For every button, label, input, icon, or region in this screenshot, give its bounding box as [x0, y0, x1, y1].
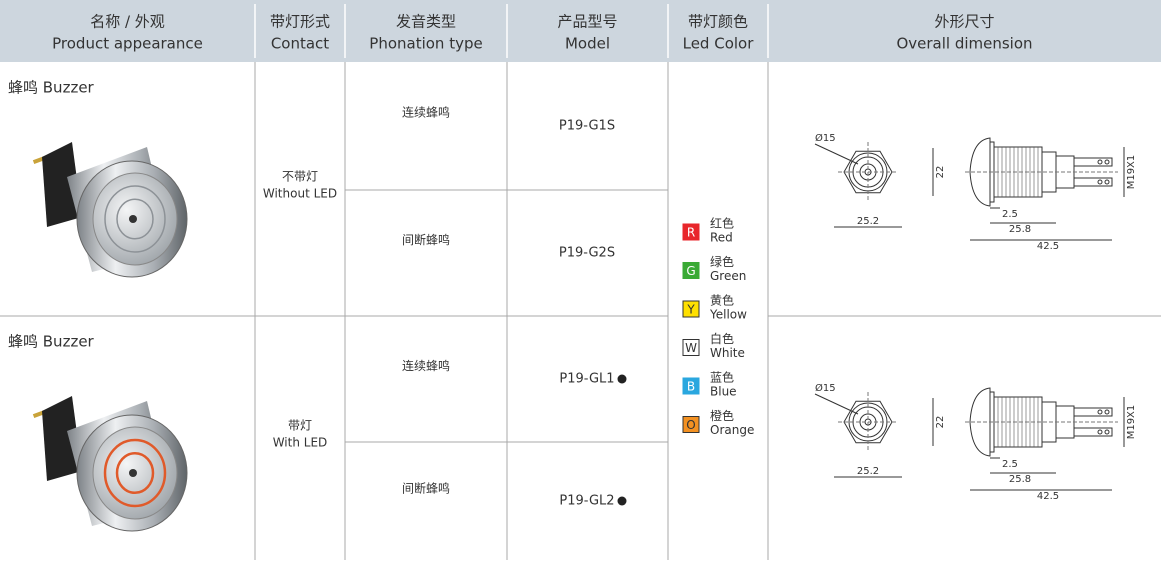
- dim-label: Ø15: [815, 382, 836, 394]
- dim-label: 25.2: [857, 216, 879, 227]
- contact-cn: 不带灯: [282, 170, 318, 184]
- header-en: Model: [565, 35, 610, 53]
- model: P19-G1S: [559, 119, 615, 134]
- dimension-drawing: [814, 387, 1125, 491]
- color-en: Green: [710, 269, 746, 283]
- color-swatch: [682, 262, 700, 279]
- hole: [1097, 179, 1103, 185]
- color-en: Orange: [710, 423, 754, 437]
- phonation: 连续蜂鸣: [402, 358, 450, 373]
- color-cn: 绿色: [710, 254, 734, 269]
- ring: [116, 198, 154, 240]
- color-code: G: [686, 264, 695, 278]
- dim-label: M19X1: [1126, 405, 1137, 440]
- header-en: Contact: [271, 35, 329, 53]
- dim-label: Ø15: [815, 132, 836, 144]
- dim-label: M19X1: [1126, 155, 1137, 190]
- leader: [814, 143, 859, 165]
- dim-label: 25.8: [1009, 224, 1031, 235]
- terminal: [1073, 427, 1113, 437]
- phonation: 连续蜂鸣: [402, 105, 450, 120]
- hole: [1097, 409, 1103, 415]
- header-cn: 名称 / 外观: [90, 13, 165, 31]
- color-code: R: [687, 226, 695, 240]
- header-cn: 外形尺寸: [934, 13, 994, 31]
- hole: [129, 215, 137, 223]
- ring: [104, 185, 166, 253]
- dim-label: 25.2: [857, 466, 879, 477]
- color-cn: 黄色: [710, 294, 734, 308]
- header-cn: 产品型号: [557, 13, 617, 31]
- product-image: [32, 142, 188, 278]
- terminal: [1073, 177, 1113, 187]
- header-en: Overall dimension: [896, 35, 1032, 53]
- contact-en: Without LED: [263, 187, 337, 201]
- header-cn: 带灯颜色: [688, 13, 748, 31]
- color-swatch: [682, 300, 700, 318]
- color-swatch: [682, 223, 700, 241]
- head: [969, 137, 991, 207]
- hole: [1104, 159, 1110, 165]
- contact-cn: 带灯: [288, 419, 312, 433]
- color-swatch: [682, 416, 700, 433]
- header-en: Phonation type: [369, 35, 482, 53]
- header-band: [0, 0, 1161, 62]
- model: P19-G2S: [559, 246, 615, 261]
- model: P19-GL2: [559, 494, 614, 509]
- hole: [129, 469, 137, 477]
- product-name: 蜂鸣 Buzzer: [8, 79, 95, 97]
- base: [42, 142, 82, 227]
- color-code: O: [686, 418, 695, 432]
- hole: [1104, 429, 1110, 435]
- product-image: [32, 396, 188, 532]
- header-en: Product appearance: [52, 35, 203, 53]
- product-name: 蜂鸣 Buzzer: [8, 333, 95, 351]
- color-cn: 白色: [710, 331, 734, 346]
- hole: [1104, 179, 1110, 185]
- base: [42, 396, 82, 481]
- dim-label: 22: [935, 416, 946, 429]
- terminal: [1073, 157, 1113, 167]
- led-dot: [617, 496, 627, 506]
- color-en: Red: [710, 231, 733, 245]
- terminal: [1073, 407, 1113, 417]
- leader: [814, 393, 859, 415]
- hole: [1104, 409, 1110, 415]
- ring: [115, 451, 155, 495]
- led-dot: [617, 374, 627, 384]
- header-cn: 发音类型: [396, 13, 456, 31]
- header-en: Led Color: [683, 35, 755, 53]
- phonation: 间断蜂鸣: [402, 481, 450, 496]
- color-cn: 红色: [710, 216, 734, 231]
- color-cn: 橙色: [710, 408, 734, 423]
- model: P19-GL1: [559, 372, 614, 387]
- hole: [1097, 159, 1103, 165]
- color-en: Yellow: [709, 308, 747, 322]
- color-en: White: [710, 346, 745, 360]
- dim-label: 2.5: [1002, 459, 1018, 470]
- head: [969, 387, 991, 457]
- dim-label: 22: [935, 166, 946, 179]
- color-code: W: [685, 341, 697, 355]
- dim-label: 25.8: [1009, 474, 1031, 485]
- ring: [103, 438, 167, 508]
- contact-en: With LED: [273, 436, 328, 450]
- color-code: B: [687, 380, 695, 394]
- phonation: 间断蜂鸣: [402, 232, 450, 247]
- color-cn: 蓝色: [710, 371, 734, 385]
- hole: [1097, 429, 1103, 435]
- color-swatch: [682, 339, 700, 356]
- dim-label: 42.5: [1037, 491, 1059, 502]
- color-swatch: [682, 377, 700, 395]
- header-cn: 带灯形式: [270, 13, 330, 31]
- dim-label: 2.5: [1002, 209, 1018, 220]
- color-en: Blue: [710, 385, 737, 399]
- color-code: Y: [686, 303, 695, 317]
- dim-label: 42.5: [1037, 241, 1059, 252]
- dimension-drawing: [814, 137, 1125, 241]
